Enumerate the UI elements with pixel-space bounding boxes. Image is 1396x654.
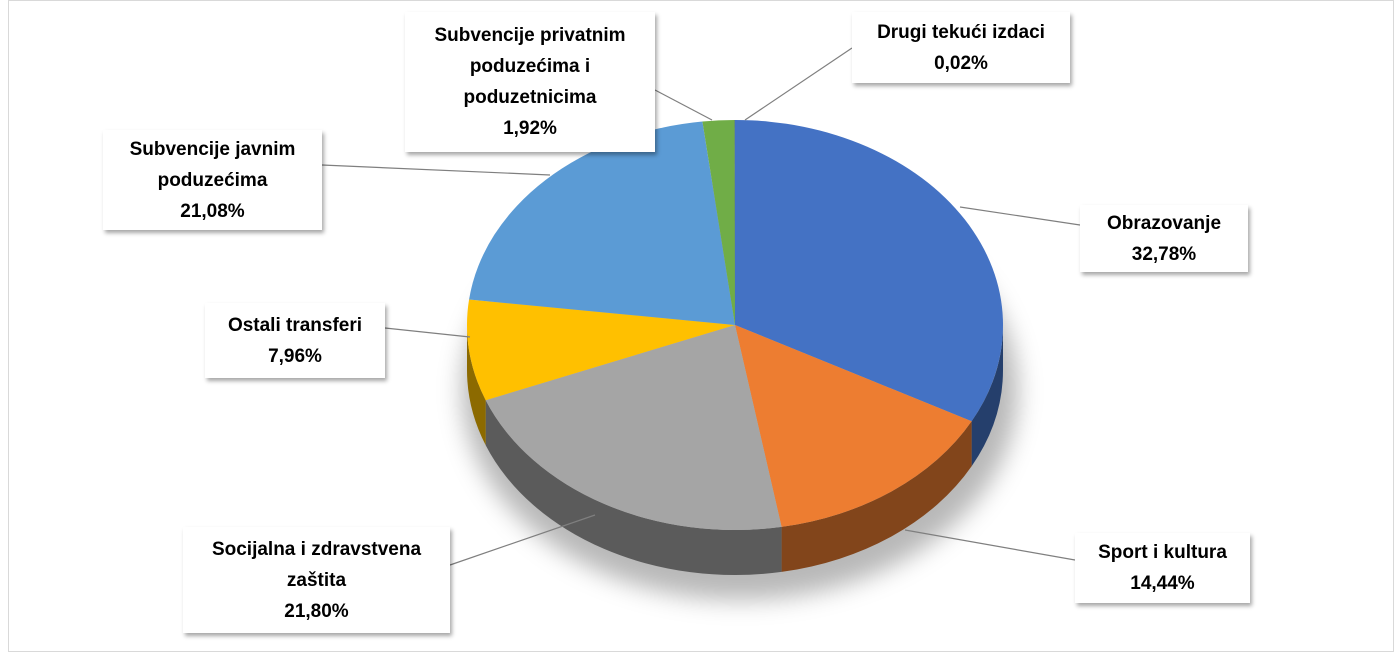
- value-label: 14,44%: [1130, 573, 1195, 594]
- leader-line: [904, 529, 1076, 561]
- chart-frame: [8, 0, 1394, 652]
- data-label: Socijalna i zdravstvena zaštita 21,80%: [183, 527, 450, 633]
- data-label: Subvencije privatnim poduzećima i poduze…: [405, 12, 655, 152]
- leader-line: [959, 206, 1081, 226]
- data-label: Sport i kultura 14,44%: [1075, 533, 1250, 603]
- category-name: Sport i kultura: [1098, 542, 1227, 563]
- data-label: Drugi tekući izdaci 0,02%: [852, 12, 1070, 83]
- value-label: 7,96%: [268, 345, 322, 367]
- leader-line: [654, 89, 713, 121]
- value-label: 32,78%: [1131, 243, 1197, 265]
- category-name: Drugi tekući izdaci: [877, 21, 1045, 43]
- pie-side: [467, 325, 486, 446]
- value-label: 21,80%: [284, 600, 349, 622]
- value-label: 1,92%: [503, 118, 557, 139]
- category-name: Ostali transferi: [227, 314, 363, 336]
- pie-slice: [735, 325, 972, 527]
- pie-slice: [469, 121, 735, 325]
- leader-line: [321, 164, 551, 176]
- pie-slice: [702, 120, 735, 326]
- category-name: Subvencije privatnim poduzećima i poduze…: [434, 25, 626, 108]
- pie-slice: [467, 299, 735, 401]
- pie-slice: [485, 325, 782, 531]
- leader-line: [744, 47, 853, 121]
- data-label: Subvencije javnim poduzećima 21,08%: [103, 130, 322, 230]
- value-label: 21,08%: [180, 200, 245, 222]
- category-name: Obrazovanje: [1106, 212, 1222, 234]
- category-name: Subvencije javnim poduzećima: [129, 138, 296, 191]
- leader-line: [449, 514, 596, 566]
- data-label: Obrazovanje 32,78%: [1080, 205, 1248, 272]
- pie-slice: [735, 120, 1003, 422]
- data-label: Ostali transferi 7,96%: [205, 303, 385, 378]
- leader-line: [384, 327, 471, 338]
- pie-side: [485, 400, 782, 575]
- pie-side: [971, 325, 1003, 467]
- value-label: 0,02%: [934, 52, 988, 74]
- category-name: Socijalna i zdravstvena zaštita: [211, 538, 422, 591]
- pie-side: [781, 421, 972, 572]
